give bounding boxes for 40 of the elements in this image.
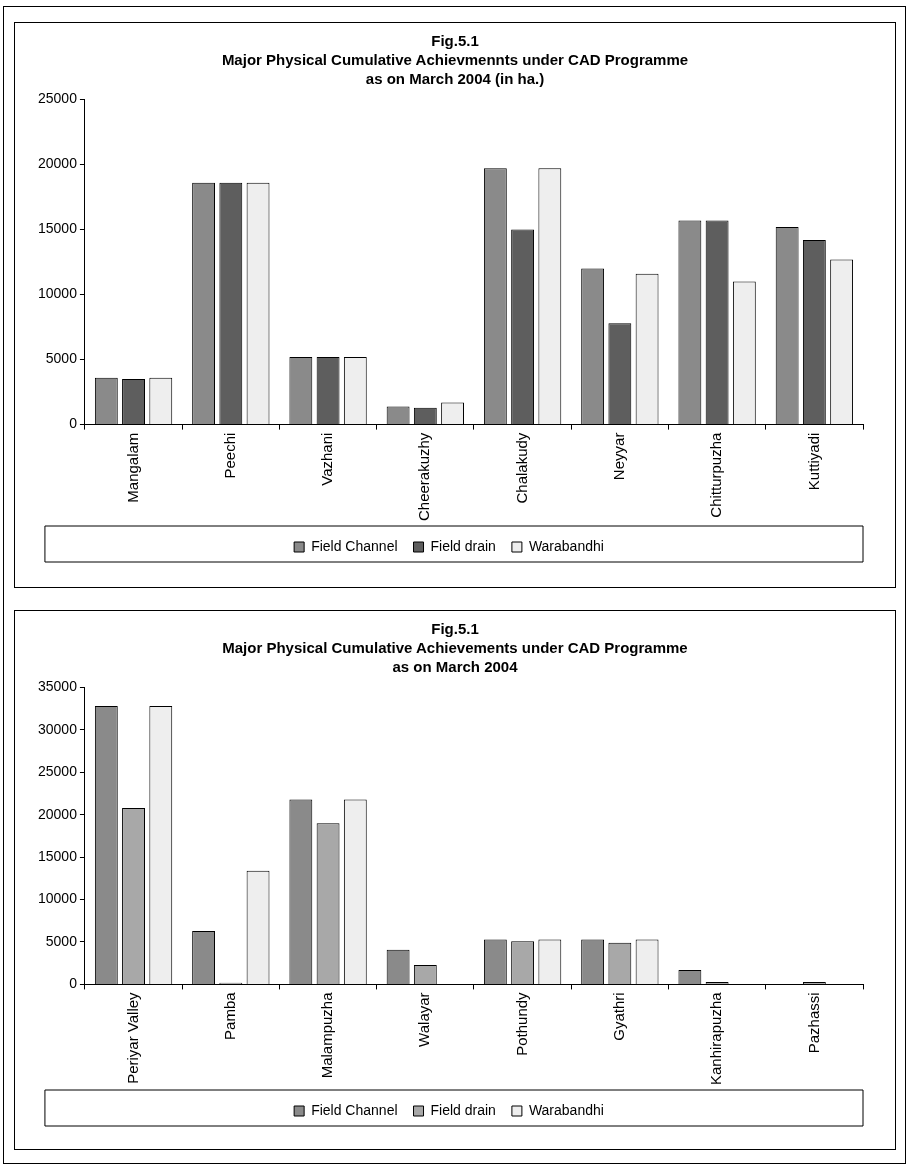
chart-title: Fig.5.1 <box>431 620 479 637</box>
legend-label: Warabandhi <box>528 1101 604 1118</box>
y-tick-label: 30000 <box>37 720 78 737</box>
x-tick-label: Chitturpuzha <box>707 431 725 518</box>
x-tick-label: Pazhassi <box>804 992 822 1054</box>
x-tick-label: Gyathri <box>609 992 627 1041</box>
y-tick-label: 0 <box>69 975 78 992</box>
legend-label: Field drain <box>430 537 496 554</box>
chart-subtitle: Major Physical Cumulative Achievmennts under CAD Programme as on March 2004 (in ha.) <box>221 51 689 87</box>
y-tick-label: 20000 <box>37 805 78 822</box>
x-tick-label: Walayar <box>415 992 433 1047</box>
y-tick-label: 15000 <box>37 847 78 864</box>
legend-label: Field drain <box>430 1101 496 1118</box>
x-tick-label: Pothundy <box>512 991 530 1056</box>
y-tick-label: 10000 <box>37 285 78 302</box>
legend-label: Warabandhi <box>528 537 604 554</box>
legend-label: Field Channel <box>311 537 398 554</box>
y-tick-label: 25000 <box>37 90 78 107</box>
x-tick-label: Vazhani <box>318 432 336 486</box>
y-tick-label: 0 <box>69 415 78 432</box>
x-tick-label: Cheerakuzhy <box>415 432 433 522</box>
y-tick-label: 35000 <box>37 678 78 695</box>
x-tick-label: Neyyar <box>609 432 627 481</box>
x-tick-label: Pamba <box>220 991 238 1040</box>
x-tick-label: Mangalam <box>123 432 141 503</box>
y-tick-label: 5000 <box>45 350 78 367</box>
y-tick-label: 5000 <box>45 932 78 949</box>
y-tick-label: 25000 <box>37 763 78 780</box>
y-tick-label: 15000 <box>37 220 78 237</box>
chart-subtitle: Major Physical Cumulative Achievements under CAD Programme as on March 2004 <box>222 639 688 675</box>
x-tick-label: Kuttiyadi <box>804 432 822 491</box>
y-tick-label: 20000 <box>37 155 78 172</box>
x-tick-label: Kanhirapuzha <box>707 991 725 1086</box>
x-tick-label: Periyar Valley <box>123 991 141 1084</box>
legend-label: Field Channel <box>311 1101 398 1118</box>
y-tick-label: 10000 <box>37 890 78 907</box>
x-tick-label: Chalakudy <box>512 432 530 504</box>
chart-title: Fig.5.1 <box>431 32 479 49</box>
x-tick-label: Malampuzha <box>318 991 336 1079</box>
x-tick-label: Peechi <box>220 432 238 479</box>
